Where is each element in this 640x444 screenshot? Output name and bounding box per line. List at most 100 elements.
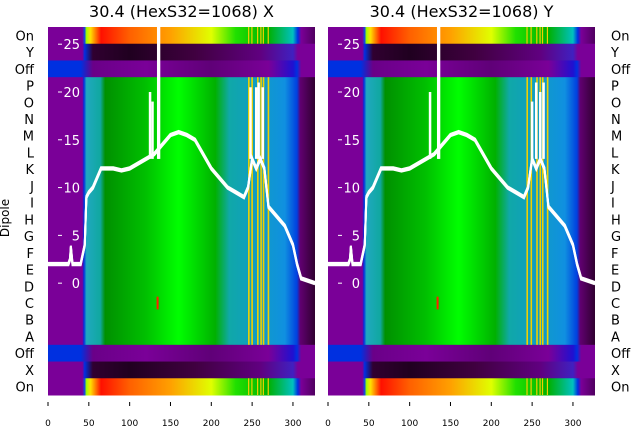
heatmap-row [328,294,595,312]
row-label: K [25,163,34,178]
panel-y: 30.4 (HexS32=1068) Y On Y Off PONMLKJIHGFEDC… [325,2,631,429]
x-tick-label: 50 [363,419,375,429]
x-tick-label: 100 [121,419,138,429]
y-axis-label: Dipole [0,199,12,237]
inner-y-tick-label: 0 [352,277,360,292]
heatmap-row [48,93,315,112]
stripe-mark [536,77,538,345]
inner-y-tick-label: 10 [63,182,80,197]
x-tick-label: 50 [83,419,95,429]
stripe-mark [536,378,538,395]
row-label: D [611,280,621,295]
heatmap-row [328,93,595,112]
row-label: Off [15,63,35,78]
x-tick-label: 200 [203,419,220,429]
row-label: P [26,80,34,95]
row-label: M [23,130,34,145]
inner-y-tick-label: 25 [63,38,80,53]
heatmap-row [328,361,595,379]
heatmap-row [48,344,315,363]
stripe-mark [541,378,544,395]
stripe-mark [260,27,262,44]
stripe-mark [536,27,538,44]
heatmap-row [328,144,595,162]
heatmap-row [48,328,315,346]
row-label: On [611,29,629,44]
heatmap-row [48,294,315,312]
stripe-mark [539,378,541,395]
hot-pixel-mark [156,296,159,310]
heatmap-row [48,160,315,179]
stripe-mark [530,378,532,395]
x-tick-label: 150 [162,419,179,429]
stripe-mark [251,378,253,395]
row-label: H [611,213,621,228]
row-label: Y [610,46,619,61]
heatmap-row [328,227,595,245]
row-label: L [27,146,35,161]
panel-title: 30.4 (HexS32=1068) Y [370,2,554,21]
stripe-mark [526,27,528,44]
x-tick-label: 0 [325,419,331,429]
row-label: B [25,314,34,329]
row-label: K [611,163,620,178]
row-label: A [611,330,620,345]
x-tick-label: 100 [401,419,418,429]
stripe-mark [526,77,529,345]
stripe-mark [530,27,532,44]
row-label: J [29,180,34,195]
row-label: P [611,80,619,95]
stripe-mark [526,378,528,395]
stripe-mark [262,77,265,345]
row-label: H [24,213,34,228]
stripe-mark [260,378,262,395]
right-y-tick-label: 5 [318,229,326,244]
stripe-mark [267,27,269,44]
inner-y-tick-label: 25 [343,38,360,53]
inner-y-tick-label: 20 [63,86,80,101]
heatmap-row [48,277,315,296]
heatmap-row [48,378,315,396]
row-label: X [611,364,620,379]
row-label: L [611,146,619,161]
hot-pixel-mark [436,296,439,310]
heatmap-row [328,311,595,329]
row-label: O [24,96,34,111]
heatmap-row [48,361,315,379]
heatmap-row [48,27,315,45]
row-label: I [30,197,34,212]
row-label: I [611,197,615,212]
stripe-mark [530,77,533,345]
row-label: A [25,330,34,345]
heatmap-row [328,277,595,296]
stripe-mark [257,27,259,44]
stripe-mark [257,378,259,395]
x-tick-label: 250 [524,419,541,429]
heatmap-row [328,43,595,61]
stripe-mark [260,77,262,345]
row-label: On [611,381,629,396]
stripe-mark [267,77,270,345]
heatmap-row [48,43,315,61]
heatmap-row [328,244,595,262]
inner-y-tick-label: 0 [72,277,80,292]
heatmap-row [328,77,595,95]
row-label: O [611,96,621,111]
inner-y-tick-label: 5 [352,229,360,244]
row-label: F [611,247,618,262]
row-label: Off [15,347,35,362]
stripe-mark [546,27,549,44]
row-label: On [16,29,34,44]
stripe-mark [251,77,253,345]
row-label: J [610,180,615,195]
row-label: E [611,264,619,279]
stripe-mark [546,378,549,395]
heatmap-row [48,227,315,245]
heatmap-row [48,244,315,262]
panel-x: 30.4 (HexS32=1068) X On Y Off PONMLKJIHGFEDC… [15,2,335,429]
profile-line [328,132,596,286]
row-label: F [27,247,34,262]
heatmap-row [48,60,315,78]
stripe-mark [541,77,544,345]
stripe-mark [257,77,259,345]
